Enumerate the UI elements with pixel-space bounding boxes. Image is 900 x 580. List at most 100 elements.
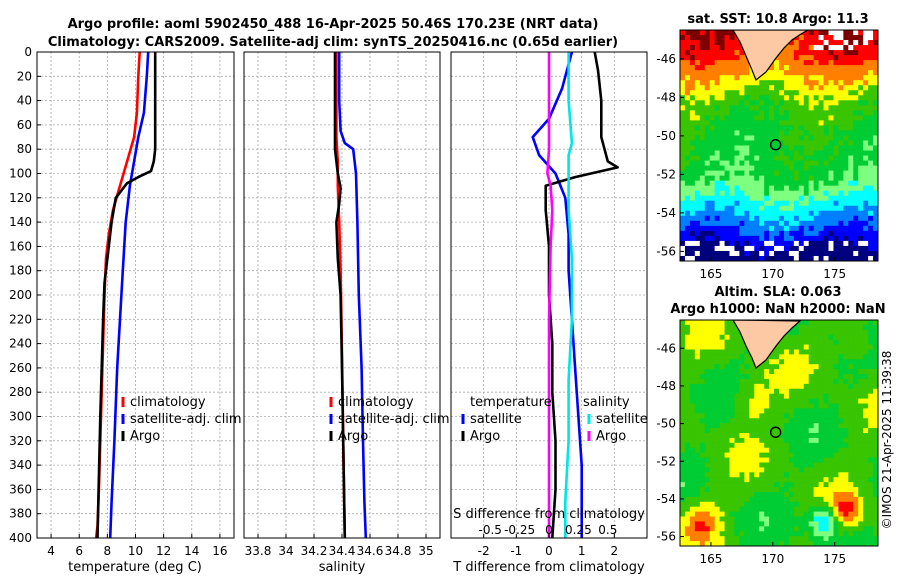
map-cell	[694, 130, 701, 137]
map-cell	[699, 408, 706, 414]
map-cell	[734, 235, 740, 242]
map-cell	[873, 120, 878, 127]
map-cell	[734, 40, 740, 46]
map-cell	[759, 442, 765, 449]
map-cell	[719, 175, 726, 182]
map-cell	[734, 447, 740, 454]
x-tick-label: 34.6	[357, 544, 384, 558]
map-cell	[684, 250, 691, 257]
map-cell	[858, 30, 864, 36]
map-cell	[858, 423, 864, 429]
map-cell	[729, 120, 736, 127]
map-cell	[843, 250, 849, 257]
map-cell	[680, 120, 686, 127]
map-cell	[714, 35, 721, 41]
map-cell	[853, 190, 859, 197]
map-cell	[714, 95, 721, 101]
map-cell	[774, 125, 780, 132]
map-cell	[843, 115, 849, 121]
map-cell	[719, 100, 726, 106]
map-cell	[739, 531, 745, 537]
map-cell	[729, 516, 736, 523]
map-cell	[709, 40, 716, 46]
map-cell	[769, 225, 775, 232]
map-cell	[838, 398, 844, 405]
map-cell	[808, 145, 815, 152]
map-cell	[828, 339, 835, 346]
map-cell	[848, 70, 854, 76]
map-cell	[793, 195, 800, 202]
map-cell	[689, 30, 696, 36]
map-cell	[729, 359, 736, 365]
map-cell	[843, 477, 849, 483]
map-cell	[704, 85, 711, 91]
map-cell	[714, 165, 721, 172]
map-cell	[828, 413, 835, 419]
map-cell	[774, 180, 780, 187]
map-cell	[704, 364, 711, 370]
map-cell	[783, 50, 790, 56]
map-cell	[729, 190, 736, 197]
map-cell	[828, 250, 835, 257]
map-cell	[848, 403, 854, 410]
map-cell	[680, 135, 686, 142]
figure-title-line2: Climatology: CARS2009. Satellite-adj cli…	[48, 35, 618, 50]
map-cell	[783, 511, 790, 518]
map-cell	[689, 324, 696, 331]
map-cell	[858, 339, 864, 346]
map-cell	[684, 205, 691, 212]
map-cell	[823, 457, 830, 464]
map-cell	[694, 80, 701, 86]
map-cell	[848, 541, 854, 546]
map-cell	[833, 185, 839, 192]
map-cell	[843, 349, 849, 355]
map-cell	[793, 130, 800, 137]
map-cell	[680, 150, 686, 157]
map-cell	[684, 140, 691, 147]
map-cell	[783, 467, 790, 473]
legend-label: climatology	[130, 395, 206, 410]
map-cell	[808, 467, 815, 473]
map-cell	[729, 428, 736, 434]
map-cell	[788, 230, 795, 237]
map-cell	[818, 487, 825, 493]
map-cell	[719, 80, 726, 86]
map-cell	[858, 245, 864, 252]
temperature-axes-frame	[36, 51, 235, 539]
series-line-satellite-adj-clim	[108, 51, 150, 539]
map-cell	[873, 511, 878, 518]
map-cell	[868, 462, 874, 468]
map-cell	[739, 140, 745, 147]
map-cell	[769, 506, 775, 513]
map-cell	[838, 90, 844, 96]
map-cell	[724, 329, 731, 336]
map-cell	[719, 255, 726, 261]
map-cell	[828, 423, 835, 429]
map-cell	[699, 35, 706, 41]
map-cell	[843, 521, 849, 527]
map-cell	[719, 180, 726, 187]
map-cell	[788, 45, 795, 51]
map-cell	[873, 115, 878, 121]
map-cell	[873, 506, 878, 513]
map-cell	[709, 428, 716, 434]
map-cell	[783, 175, 790, 182]
map-cell	[793, 339, 800, 346]
map-cell	[868, 205, 874, 212]
map-cell	[818, 413, 825, 419]
map-cell	[848, 491, 854, 498]
map-cell	[783, 334, 790, 341]
map-cell	[694, 120, 701, 127]
map-cell	[739, 225, 745, 232]
map-cell	[853, 383, 859, 390]
map-cell	[818, 516, 825, 523]
map-cell	[798, 334, 805, 341]
map-cell	[684, 320, 691, 326]
map-cell	[704, 526, 711, 532]
map-cell	[798, 511, 805, 518]
map-cell	[828, 531, 835, 537]
map-cell	[783, 378, 790, 385]
map-cell	[754, 140, 760, 147]
map-cell	[754, 472, 760, 478]
